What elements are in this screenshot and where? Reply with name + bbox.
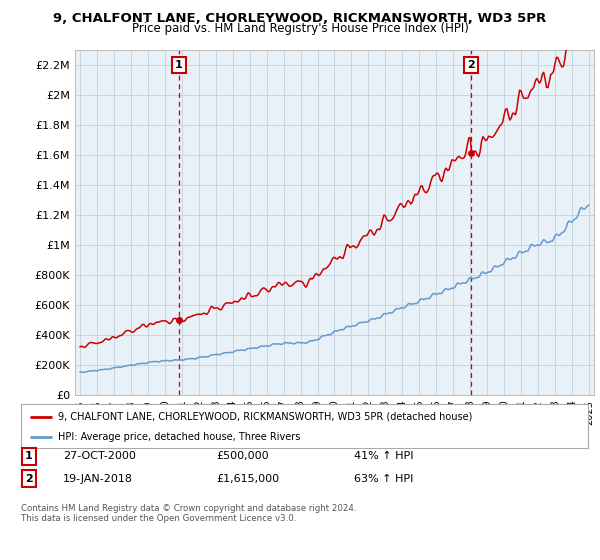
Text: 9, CHALFONT LANE, CHORLEYWOOD, RICKMANSWORTH, WD3 5PR (detached house): 9, CHALFONT LANE, CHORLEYWOOD, RICKMANSW…	[58, 412, 472, 422]
Text: £1,615,000: £1,615,000	[216, 474, 279, 484]
Text: 2: 2	[25, 474, 32, 484]
Text: 9, CHALFONT LANE, CHORLEYWOOD, RICKMANSWORTH, WD3 5PR: 9, CHALFONT LANE, CHORLEYWOOD, RICKMANSW…	[53, 12, 547, 25]
Text: Contains HM Land Registry data © Crown copyright and database right 2024.
This d: Contains HM Land Registry data © Crown c…	[21, 504, 356, 524]
Text: 27-OCT-2000: 27-OCT-2000	[63, 451, 136, 461]
Text: £500,000: £500,000	[216, 451, 269, 461]
Text: Price paid vs. HM Land Registry's House Price Index (HPI): Price paid vs. HM Land Registry's House …	[131, 22, 469, 35]
Text: 1: 1	[175, 60, 182, 71]
Text: 63% ↑ HPI: 63% ↑ HPI	[354, 474, 413, 484]
Text: 19-JAN-2018: 19-JAN-2018	[63, 474, 133, 484]
Text: HPI: Average price, detached house, Three Rivers: HPI: Average price, detached house, Thre…	[58, 432, 300, 442]
Text: 41% ↑ HPI: 41% ↑ HPI	[354, 451, 413, 461]
Text: 2: 2	[467, 60, 475, 71]
Text: 1: 1	[25, 451, 32, 461]
